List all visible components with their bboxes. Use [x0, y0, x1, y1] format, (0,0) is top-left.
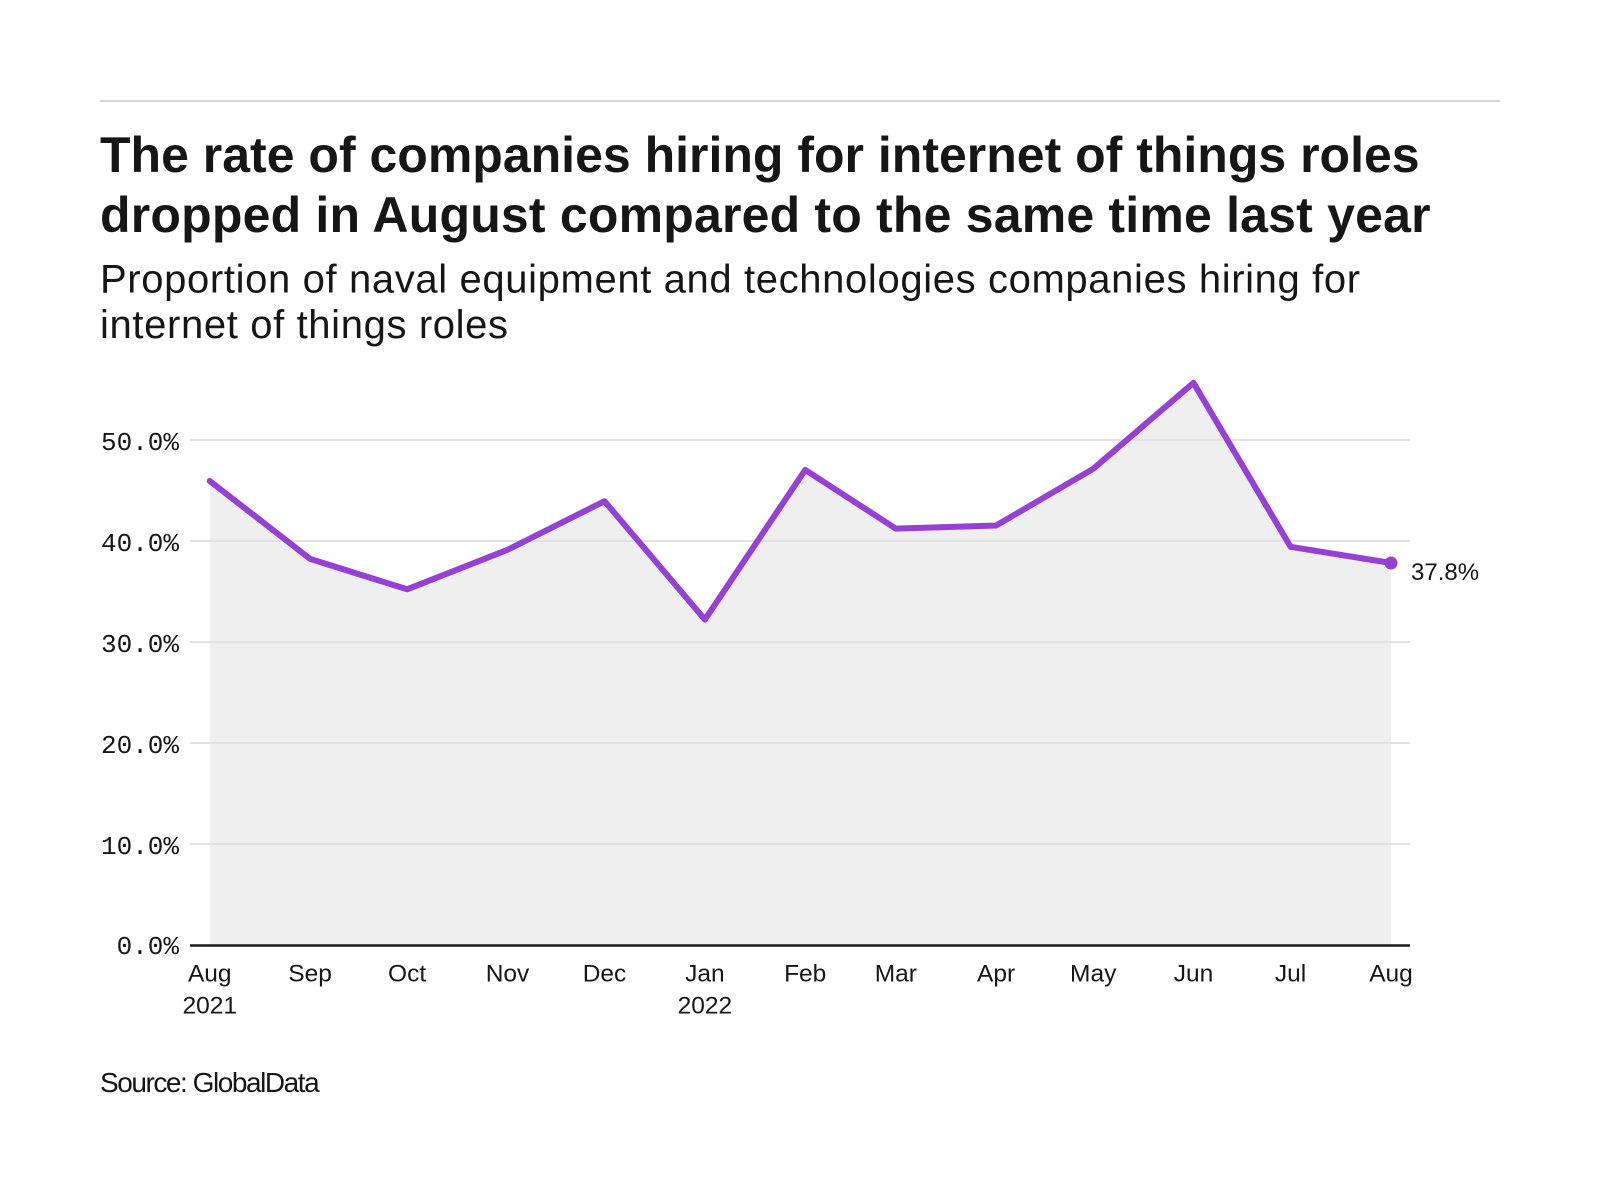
svg-text:2022: 2022	[678, 993, 733, 1020]
svg-text:dropped in August compared to: dropped in August compared to the same t…	[100, 187, 1431, 243]
svg-text:Jun: Jun	[1174, 961, 1214, 988]
svg-text:Jan: Jan	[685, 961, 725, 988]
svg-text:30.0%: 30.0%	[101, 630, 179, 660]
svg-text:Sep: Sep	[288, 961, 332, 988]
svg-text:Aug: Aug	[188, 961, 232, 988]
svg-text:2021: 2021	[182, 993, 237, 1020]
svg-text:10.0%: 10.0%	[101, 832, 179, 862]
svg-text:0.0%: 0.0%	[117, 932, 180, 962]
svg-text:Nov: Nov	[486, 961, 530, 988]
svg-text:37.8%: 37.8%	[1411, 559, 1479, 586]
svg-text:Apr: Apr	[977, 961, 1015, 988]
svg-text:40.0%: 40.0%	[101, 529, 179, 559]
svg-text:May: May	[1070, 961, 1117, 988]
svg-text:Jul: Jul	[1275, 961, 1306, 988]
svg-text:Mar: Mar	[875, 961, 917, 988]
svg-text:Aug: Aug	[1369, 961, 1413, 988]
svg-text:Feb: Feb	[784, 961, 826, 988]
svg-text:Proportion of naval equipment: Proportion of naval equipment and techno…	[100, 258, 1361, 302]
svg-text:internet of things roles: internet of things roles	[100, 303, 509, 347]
svg-text:The rate of companies hiring f: The rate of companies hiring for interne…	[100, 127, 1420, 183]
svg-text:Oct: Oct	[388, 961, 426, 988]
svg-text:Dec: Dec	[583, 961, 627, 988]
svg-text:20.0%: 20.0%	[101, 731, 179, 761]
svg-text:50.0%: 50.0%	[101, 428, 179, 458]
svg-text:Source: GlobalData: Source: GlobalData	[100, 1067, 320, 1098]
